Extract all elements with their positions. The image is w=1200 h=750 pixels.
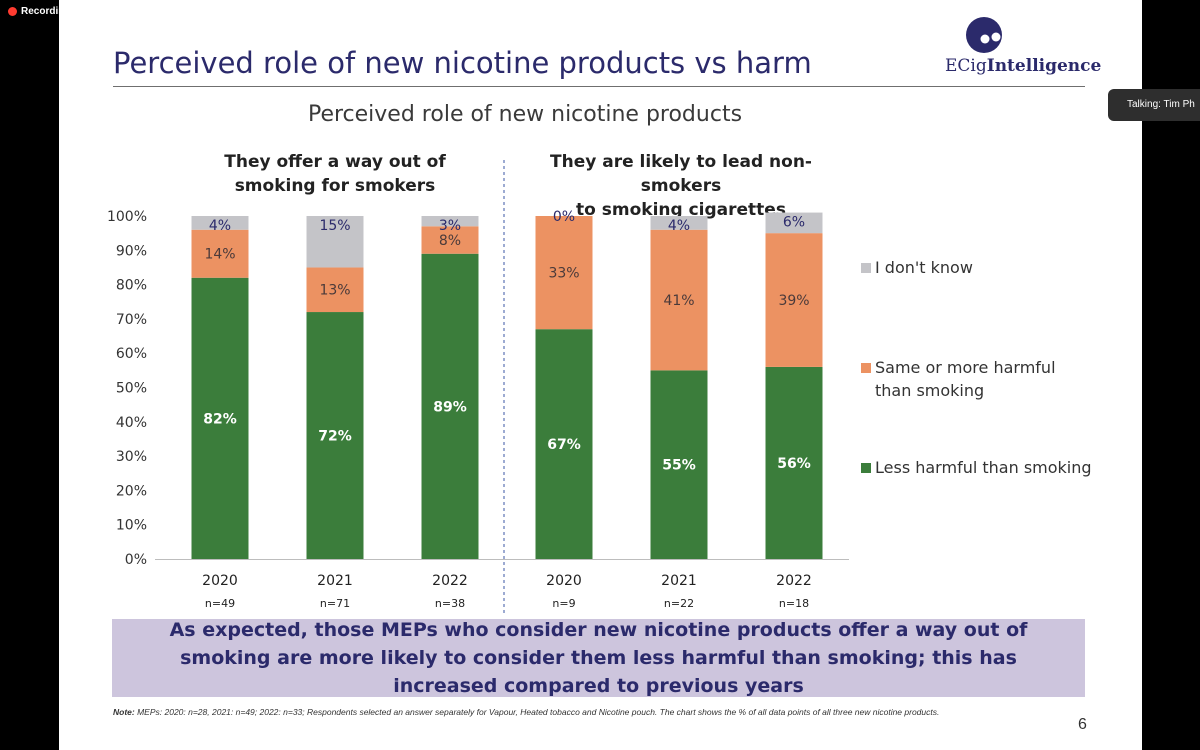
- data-label-less: 56%: [777, 456, 811, 472]
- y-axis-tick-label: 70%: [116, 312, 147, 328]
- section-title-line: to smoking cigarettes: [576, 200, 786, 220]
- bar-segment-less: [306, 312, 364, 559]
- bar-segment-same: [306, 267, 364, 313]
- legend-label-less-harmful: Less harmful than smoking: [875, 458, 1092, 477]
- bar-segment-dk: [191, 216, 249, 230]
- recording-indicator: Recording: [8, 6, 70, 17]
- y-axis-tick-label: 80%: [116, 278, 147, 294]
- section-title-lead-to-smoking: They are likely to lead non-smokers to s…: [521, 150, 841, 222]
- x-axis-year-label: 2020: [202, 573, 238, 589]
- y-axis-tick-label: 0%: [125, 552, 147, 568]
- chart-title: Perceived role of new nicotine products: [307, 102, 743, 127]
- note-label: Note:: [113, 707, 135, 717]
- data-label-same: 14%: [204, 247, 235, 263]
- logo-wordmark: ECigIntelligence: [945, 56, 1101, 76]
- legend-label-dont-know: I don't know: [875, 258, 973, 277]
- key-finding-callout: As expected, those MEPs who consider new…: [112, 619, 1085, 697]
- data-label-less: 55%: [662, 458, 696, 474]
- data-label-dk: 4%: [668, 218, 690, 234]
- footnote: Note: MEPs: 2020: n=28, 2021: n=49; 2022…: [113, 706, 1063, 718]
- sample-size-label: n=71: [320, 597, 350, 610]
- section-title-way-out: They offer a way out of smoking for smok…: [209, 150, 461, 198]
- bar-segment-dk: [650, 216, 708, 230]
- y-axis-tick-label: 20%: [116, 483, 147, 499]
- slide-title: Perceived role of new nicotine products …: [113, 46, 812, 80]
- bar-segment-less: [650, 370, 708, 559]
- x-axis-year-label: 2021: [317, 573, 353, 589]
- bar-segment-same: [191, 229, 249, 278]
- legend-swatch-same-or-more-harmful: [861, 363, 871, 373]
- data-label-same: 8%: [439, 233, 461, 249]
- y-axis-tick-label: 60%: [116, 346, 147, 362]
- legend-swatch-dont-know: [861, 263, 871, 273]
- bar-segment-less: [191, 277, 249, 559]
- bar-segment-same: [650, 229, 708, 371]
- title-divider: [113, 86, 1085, 87]
- legend-label-same-or-more-harmful: Same or more harmful than smoking: [875, 358, 1056, 400]
- bar-segment-dk: [765, 212, 823, 234]
- x-axis-year-label: 2021: [661, 573, 697, 589]
- stacked-bar-chart: 100% 90% 80% 70% 60% 50% 40% 30% 20% 10% 0% 82% 14% 4…: [107, 160, 849, 614]
- sample-size-label: n=49: [205, 597, 235, 610]
- data-label-less: 89%: [433, 399, 467, 415]
- bar-segment-less: [421, 253, 479, 560]
- data-label-same: 33%: [548, 266, 579, 282]
- data-label-same: 39%: [778, 293, 809, 309]
- callout-text: As expected, those MEPs who consider new…: [169, 619, 1028, 697]
- data-label-less: 67%: [547, 437, 581, 453]
- record-dot-icon: [8, 7, 17, 16]
- recording-label: Recording: [21, 6, 71, 17]
- sample-size-label: n=9: [552, 597, 575, 610]
- talking-indicator: Talking: Tim Ph: [1108, 89, 1200, 121]
- bar-segment-same: [535, 216, 593, 330]
- data-label-dk: 6%: [783, 215, 805, 231]
- y-axis-tick-label: 100%: [107, 209, 147, 225]
- logo-prefix: ECig: [945, 56, 987, 76]
- bar-segment-less: [765, 366, 823, 559]
- logo-mark-icon: [966, 17, 1002, 53]
- ecig-intelligence-logo: ECigIntelligence: [943, 14, 1101, 80]
- data-label-dk: 4%: [209, 218, 231, 234]
- data-label-same: 13%: [319, 283, 350, 299]
- data-label-same: 41%: [663, 293, 694, 309]
- presentation-slide: Perceived role of new nicotine products …: [59, 0, 1142, 750]
- legend-swatch-less-harmful: [861, 463, 871, 473]
- y-axis-tick-label: 50%: [116, 381, 147, 397]
- sample-size-label: n=38: [435, 597, 465, 610]
- section-title-line: smoking for smokers: [234, 176, 436, 196]
- bar-segment-dk: [421, 216, 479, 227]
- bar-segment-dk: [306, 216, 364, 268]
- data-label-less: 82%: [203, 411, 237, 427]
- section-title-line: They are likely to lead non-smokers: [550, 152, 812, 196]
- data-label-dk: 15%: [319, 218, 350, 234]
- bar-segment-less: [535, 329, 593, 559]
- bar-segment-same: [765, 233, 823, 367]
- note-text: MEPs: 2020: n=28, 2021: n=49; 2022: n=33…: [134, 707, 940, 717]
- page-number: 6: [1078, 716, 1087, 733]
- sample-size-label: n=22: [664, 597, 694, 610]
- y-axis-tick-label: 30%: [116, 449, 147, 465]
- x-axis-year-label: 2020: [546, 573, 582, 589]
- y-axis-tick-label: 40%: [116, 415, 147, 431]
- logo-suffix: Intelligence: [986, 56, 1102, 76]
- x-axis-year-label: 2022: [432, 573, 468, 589]
- y-axis-tick-label: 90%: [116, 243, 147, 259]
- x-axis-year-label: 2022: [776, 573, 812, 589]
- data-label-dk: 3%: [439, 218, 461, 234]
- section-title-line: They offer a way out of: [224, 152, 446, 172]
- bar-segment-same: [421, 226, 479, 254]
- data-label-dk: 0%: [553, 209, 575, 225]
- y-axis-tick-label: 10%: [116, 518, 147, 534]
- data-label-less: 72%: [318, 429, 352, 445]
- sample-size-label: n=18: [779, 597, 809, 610]
